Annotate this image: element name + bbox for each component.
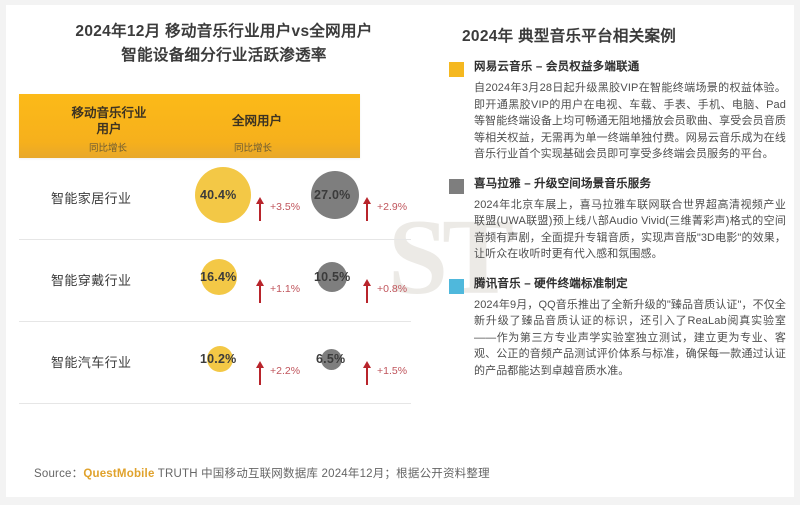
- bubble-secondary: [317, 262, 347, 292]
- source-brand: QuestMobile: [83, 468, 155, 480]
- delta-primary: +3.5%: [256, 187, 301, 221]
- table-row: 智能汽车行业 10.2% +2.2% 6.5% +1.5%: [19, 322, 411, 404]
- delta-primary-value: +2.2%: [270, 365, 301, 377]
- case-marker-icon: [449, 62, 464, 77]
- case-item: 腾讯音乐 – 硬件终端标准制定 2024年9月，QQ音乐推出了全新升级的"臻品音…: [440, 276, 792, 380]
- arrow-up-icon: [256, 196, 264, 221]
- right-panel-title: 2024年 典型音乐平台相关案例: [462, 28, 677, 45]
- arrow-up-icon: [256, 278, 264, 303]
- column-header-all-network: 全网用户: [231, 114, 282, 128]
- row-category-label: 智能家居行业: [51, 191, 132, 206]
- data-rows: 智能家居行业 40.4% +3.5% 27.0% +2.9% 智能穿戴行业 16…: [19, 158, 411, 404]
- case-title: 喜马拉雅 – 升级空间场景音乐服务: [474, 177, 652, 190]
- delta-primary-value: +3.5%: [270, 201, 301, 213]
- column-header-mobile-music-line2: 用户: [96, 122, 122, 136]
- bubble-primary-value: 10.2%: [200, 352, 237, 366]
- row-category-label: 智能汽车行业: [51, 355, 132, 370]
- column-header-mobile-music-line1: 移动音乐行业: [71, 106, 147, 120]
- case-body: 2024年北京车展上，喜马拉雅车联网联合世界超高清视频产业联盟(UWA联盟)预上…: [474, 198, 786, 261]
- bubble-secondary: [311, 171, 359, 219]
- bubble-primary: [207, 346, 233, 372]
- delta-secondary-value: +2.9%: [377, 201, 408, 213]
- table-header-band: 移动音乐行业 用户 全网用户 同比增长 同比增长: [19, 94, 360, 158]
- delta-primary: +1.1%: [256, 269, 301, 303]
- watermark: ST: [388, 198, 514, 317]
- frame-left-border: [0, 0, 6, 505]
- delta-primary-value: +1.1%: [270, 283, 301, 295]
- arrow-up-icon: [363, 278, 371, 303]
- case-title: 网易云音乐 – 会员权益多端联通: [474, 61, 640, 73]
- bubble-primary: [195, 167, 251, 223]
- column-subheader-yoy-2: 同比增长: [234, 143, 273, 154]
- delta-secondary: +2.9%: [363, 187, 408, 221]
- bubble-secondary-value: 6.5%: [316, 352, 346, 366]
- case-marker-icon: [449, 178, 464, 194]
- bubble-secondary-value: 27.0%: [314, 188, 351, 202]
- table-row: 智能穿戴行业 16.4% +1.1% 10.5% +0.8%: [19, 240, 411, 322]
- delta-secondary-value: +0.8%: [377, 283, 408, 295]
- source-footer: Source：QuestMobile TRUTH 中国移动互联网数据库 2024…: [34, 465, 490, 481]
- case-item: 喜马拉雅 – 升级空间场景音乐服务 2024年北京车展上，喜马拉雅车联网联合世界…: [440, 176, 792, 263]
- frame-right-border: [794, 0, 800, 505]
- column-subheader-yoy-1: 同比增长: [89, 143, 128, 154]
- frame-bottom-border: [0, 497, 800, 505]
- table-row: 智能家居行业 40.4% +3.5% 27.0% +2.9%: [19, 158, 411, 240]
- bubble-primary-value: 40.4%: [200, 188, 237, 202]
- delta-secondary: +0.8%: [363, 269, 408, 303]
- case-marker-icon: [449, 278, 464, 294]
- column-header-mobile-music: 移动音乐行业 用户: [41, 105, 177, 137]
- bubble-secondary-value: 10.5%: [314, 270, 351, 284]
- arrow-up-icon: [256, 360, 264, 385]
- delta-secondary-value: +1.5%: [377, 365, 408, 377]
- frame-top-border: [0, 0, 800, 5]
- row-category-label: 智能穿戴行业: [51, 273, 132, 288]
- left-panel: 2024年12月 移动音乐行业用户vs全网用户 智能设备细分行业活跃渗透率: [18, 14, 430, 464]
- bubble-primary: [201, 259, 237, 295]
- title-line-2: 智能设备细分行业活跃渗透率: [121, 47, 327, 64]
- source-prefix: Source：: [34, 468, 84, 480]
- source-suffix: TRUTH 中国移动互联网数据库 2024年12月；根据公开资料整理: [154, 468, 490, 480]
- delta-secondary: +1.5%: [363, 351, 408, 385]
- arrow-up-icon: [363, 360, 371, 385]
- case-body: 自2024年3月28日起升级黑胶VIP在智能终端场景的权益体验。即开通黑胶VIP…: [474, 82, 786, 160]
- left-panel-title: 2024年12月 移动音乐行业用户vs全网用户 智能设备细分行业活跃渗透率: [18, 14, 430, 68]
- right-panel: 2024年 典型音乐平台相关案例 网易云音乐 – 会员权益多端联通 自2024年…: [440, 14, 792, 464]
- title-line-1: 2024年12月 移动音乐行业用户vs全网用户: [75, 23, 373, 40]
- arrow-up-icon: [363, 196, 371, 221]
- bubble-primary-value: 16.4%: [200, 270, 237, 284]
- bubble-secondary: [321, 349, 342, 370]
- case-body: 2024年9月，QQ音乐推出了全新升级的"臻品音质认证"，不仅全新升级了臻品音质…: [474, 298, 786, 377]
- case-item: 网易云音乐 – 会员权益多端联通 自2024年3月28日起升级黑胶VIP在智能终…: [440, 59, 792, 163]
- delta-primary: +2.2%: [256, 351, 301, 385]
- case-title: 腾讯音乐 – 硬件终端标准制定: [474, 277, 628, 290]
